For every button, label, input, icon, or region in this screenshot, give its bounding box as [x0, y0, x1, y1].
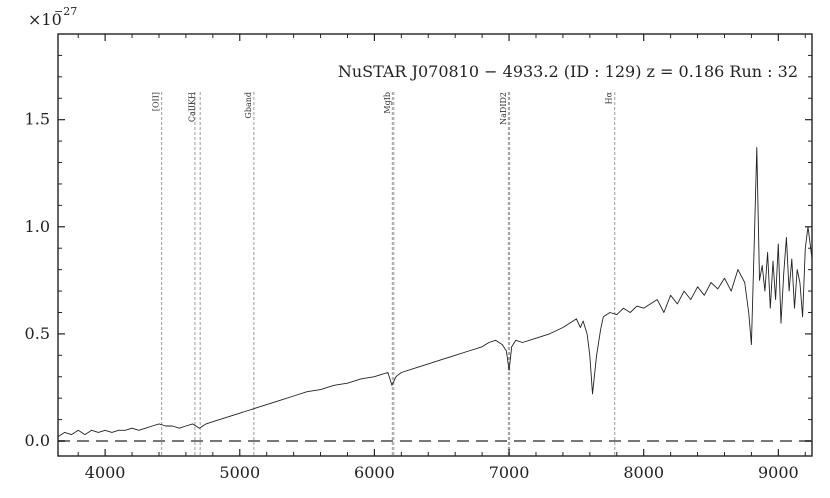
reference-line-label-2: Gband	[244, 92, 253, 119]
spectrum-series-0	[57, 147, 813, 438]
x-tick-label: 9000	[758, 463, 799, 482]
y-tick-label: 1.0	[25, 217, 50, 236]
reference-line-label-5: Hα	[605, 91, 614, 104]
y-multiplier: ×10	[28, 10, 62, 29]
reference-line-label-0: [OII]	[152, 92, 161, 111]
y-offset-label: ×10 −27	[28, 5, 77, 29]
plot-frame	[57, 33, 813, 457]
axis-ticks: 4000 5000 6000 7000 8000 9000 0.0 0.5 1.0 1.5	[25, 34, 812, 482]
chart-marks: [OII] CaIIKH Gband MgIb NaDID2 Hα	[57, 91, 813, 456]
y-tick-label: 1.5	[25, 110, 50, 129]
reference-line-label-4: NaDID2	[499, 92, 508, 125]
y-tick-label: 0.5	[25, 324, 50, 343]
x-tick-label: 5000	[219, 463, 260, 482]
x-tick-label: 4000	[85, 463, 126, 482]
chart-title: NuSTAR J070810 − 4933.2 (ID : 129) z = 0…	[338, 62, 798, 81]
y-tick-label: 0.0	[25, 431, 50, 450]
x-tick-label: 6000	[354, 463, 395, 482]
reference-line-label-1: CaIIKH	[187, 92, 196, 122]
reference-line-label-3: MgIb	[383, 92, 392, 114]
x-tick-label: 7000	[489, 463, 530, 482]
y-exponent: −27	[54, 5, 77, 18]
x-tick-label: 8000	[623, 463, 664, 482]
